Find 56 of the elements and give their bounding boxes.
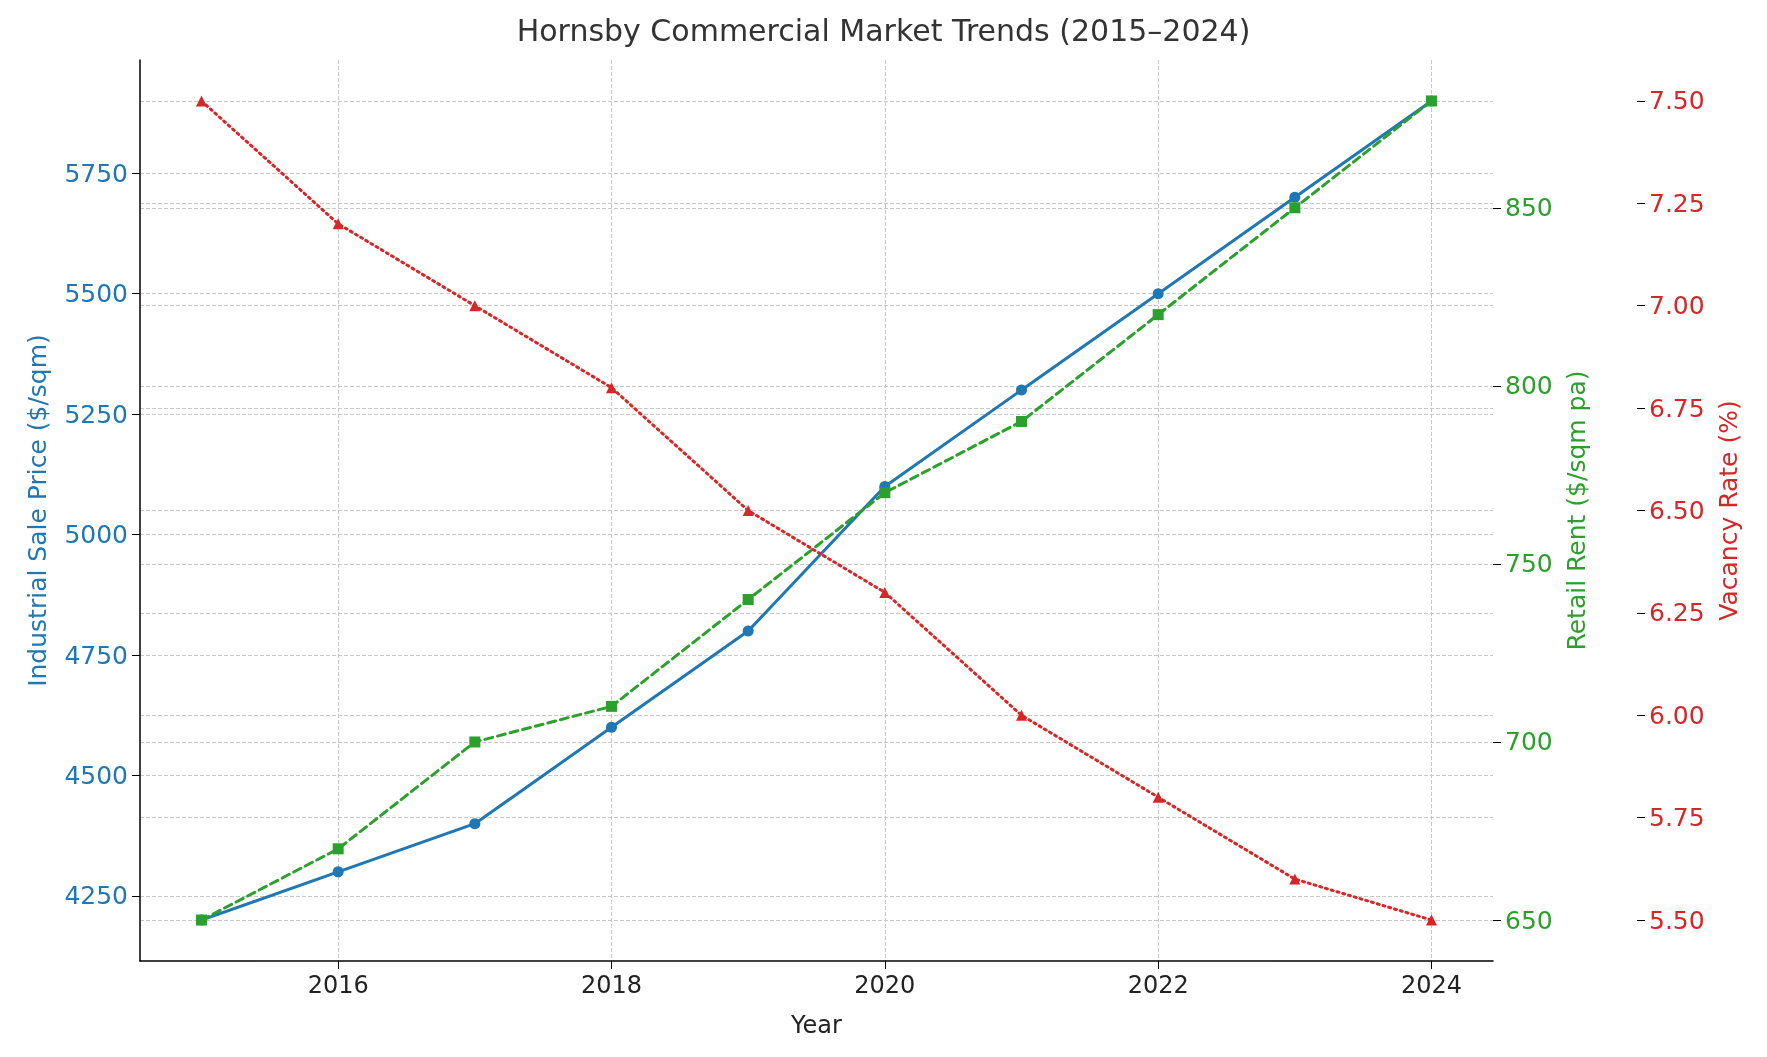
- y-tick-label: 4750: [64, 640, 128, 670]
- y3-tick-label: 7.00: [1649, 291, 1705, 321]
- x-axis-title: Year: [790, 1011, 843, 1039]
- point: [1289, 191, 1301, 203]
- y3-tick-label: 7.50: [1649, 86, 1705, 116]
- y3-tick-label: 6.00: [1649, 700, 1705, 730]
- x-tick-label: 2016: [307, 971, 369, 999]
- point: [742, 594, 754, 606]
- point: [1016, 709, 1027, 721]
- y-tick-label: 5250: [64, 399, 128, 429]
- point: [332, 218, 344, 230]
- y3-tick-label: 6.25: [1649, 598, 1705, 628]
- y2-tick-label: 750: [1505, 549, 1553, 579]
- point: [196, 95, 207, 107]
- y2-tick-label: 700: [1505, 727, 1553, 757]
- point: [1016, 384, 1027, 396]
- point: [742, 625, 754, 637]
- x-tick-label: 2024: [1400, 971, 1463, 999]
- x-tick-label: 2018: [580, 971, 643, 999]
- chart-title: Hornsby Commercial Market Trends (2015–2024): [516, 12, 1251, 48]
- point: [606, 721, 617, 733]
- y3-tick-label: 7.25: [1649, 188, 1705, 218]
- y3-tick-label: 5.50: [1649, 905, 1705, 935]
- point: [879, 586, 891, 598]
- y2-tick-label: 850: [1505, 193, 1553, 223]
- point: [1426, 914, 1437, 926]
- point: [1289, 873, 1301, 885]
- point: [742, 505, 754, 516]
- y2-axis-title: Retail Rent ($/sqm pa): [1561, 370, 1591, 651]
- y3-tick-label: 6.75: [1649, 393, 1705, 423]
- point: [1016, 415, 1027, 427]
- y-tick-label: 4250: [64, 881, 128, 911]
- y3-axis-title: Vacancy Rate (%): [1713, 400, 1743, 621]
- y3-tick-label: 5.75: [1649, 803, 1705, 833]
- x-tick-label: 2020: [854, 971, 916, 999]
- point: [1289, 202, 1301, 214]
- y3-tick-label: 6.50: [1649, 496, 1705, 525]
- point: [1152, 309, 1164, 321]
- x-tick-label: 2022: [1127, 971, 1189, 999]
- point: [469, 736, 481, 748]
- y-tick-label: 5500: [64, 279, 128, 309]
- y-tick-label: 5000: [64, 520, 128, 550]
- y-axis-title: Industrial Sale Price ($/sqm): [23, 334, 52, 687]
- point: [469, 818, 481, 830]
- point: [606, 382, 617, 394]
- point: [332, 843, 344, 855]
- point: [1152, 791, 1164, 803]
- point: [469, 300, 481, 312]
- y2-tick-label: 650: [1505, 905, 1553, 935]
- point: [332, 866, 344, 878]
- point: [606, 700, 617, 712]
- point: [1152, 288, 1164, 300]
- y-tick-label: 4500: [64, 761, 128, 790]
- y-tick-label: 5750: [64, 158, 128, 188]
- y2-tick-label: 800: [1505, 371, 1553, 401]
- point: [879, 487, 891, 499]
